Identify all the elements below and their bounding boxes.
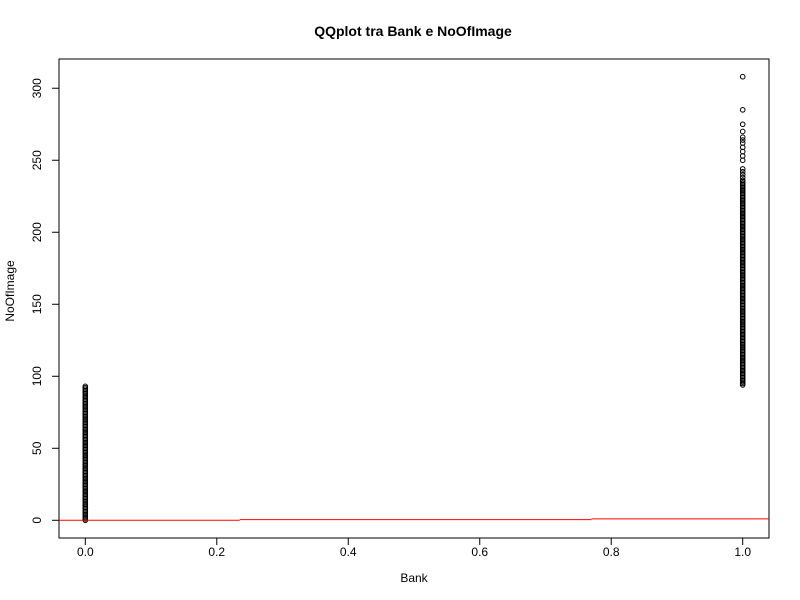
data-point: [739, 177, 746, 184]
x-tick-label: 0.8: [603, 545, 620, 559]
data-point: [739, 134, 746, 141]
data-point: [739, 174, 746, 181]
y-tick-label: 150: [30, 294, 44, 314]
plot-frame: [58, 58, 770, 539]
y-tick-label: 50: [30, 441, 44, 455]
x-axis-label: Bank: [400, 571, 428, 585]
data-point: [739, 121, 746, 128]
data-point: [739, 168, 746, 175]
y-tick-label: 250: [30, 150, 44, 170]
x-tick-label: 1.0: [734, 545, 751, 559]
y-axis-label: NoOfImage: [3, 260, 17, 322]
data-point: [739, 137, 746, 143]
y-axis: 0 50 100 150 200 250 300: [30, 78, 60, 524]
x-tick-label: 0.0: [77, 545, 94, 559]
data-point: [739, 107, 746, 113]
chart-title: QQplot tra Bank e NoOfImage: [314, 23, 512, 39]
data-point: [739, 128, 746, 135]
x-tick-label: 0.2: [208, 545, 225, 559]
data-point: [739, 140, 746, 146]
reference-line: [59, 518, 769, 521]
x-tick-label: 0.6: [471, 545, 488, 559]
data-point: [739, 171, 746, 178]
y-tick-label: 200: [30, 222, 44, 242]
y-tick-label: 0: [30, 517, 44, 524]
y-tick-label: 100: [30, 366, 44, 386]
x-tick-label: 0.4: [340, 545, 357, 559]
y-tick-label: 300: [30, 78, 44, 98]
data-point: [739, 73, 746, 80]
data-point: [739, 166, 746, 172]
data-points: [82, 73, 746, 524]
x-axis: 0.0 0.2 0.4 0.6 0.8 1.0: [77, 537, 751, 559]
data-point: [82, 383, 89, 390]
